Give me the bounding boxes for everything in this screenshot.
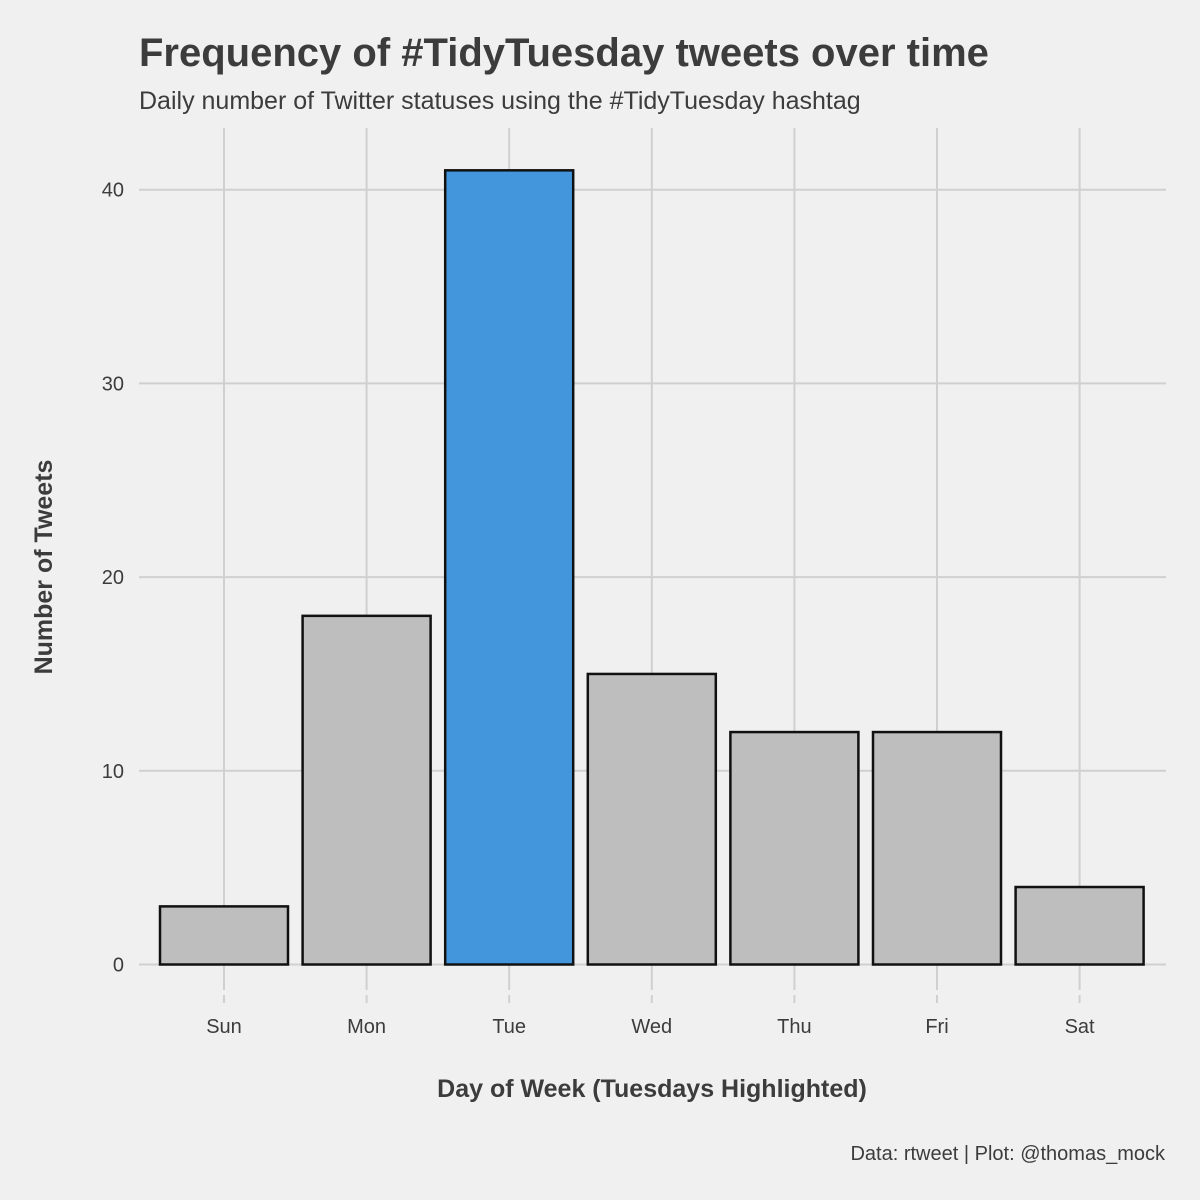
- x-tick-label: Thu: [777, 1016, 811, 1038]
- y-tick-label: 20: [102, 567, 124, 589]
- bar-thu: [729, 730, 860, 966]
- chart-caption: Data: rtweet | Plot: @thomas_mock: [850, 1143, 1166, 1165]
- chart-subtitle: Daily number of Twitter statuses using t…: [139, 87, 861, 115]
- x-axis-title: Day of Week (Tuesdays Highlighted): [437, 1075, 867, 1103]
- y-axis-title: Number of Tweets: [30, 460, 58, 675]
- y-tick-labels: 0 10 20 30 40: [102, 180, 124, 977]
- axis-ticks: [223, 995, 1081, 1003]
- bar-fri: [871, 730, 1003, 966]
- y-tick-label: 40: [102, 180, 124, 202]
- x-tick-label: Tue: [492, 1016, 526, 1038]
- bar-mon: [301, 614, 432, 966]
- y-tick-label: 30: [102, 373, 124, 395]
- chart-title: Frequency of #TidyTuesday tweets over ti…: [139, 31, 989, 75]
- y-tick-label: 0: [113, 955, 124, 977]
- x-tick-label: Sun: [206, 1016, 242, 1038]
- bar-wed: [586, 672, 718, 966]
- y-tick-label: 10: [102, 761, 124, 783]
- bar-tue: [443, 169, 575, 966]
- bar-sat: [1014, 885, 1145, 966]
- x-tick-label: Fri: [925, 1016, 948, 1038]
- bars: [158, 169, 1145, 966]
- x-tick-labels: Sun Mon Tue Wed Thu Fri Sat: [206, 1016, 1095, 1038]
- x-tick-label: Mon: [347, 1016, 386, 1038]
- x-tick-label: Sat: [1065, 1016, 1095, 1038]
- bar-sun: [158, 905, 290, 966]
- x-tick-label: Wed: [631, 1016, 672, 1038]
